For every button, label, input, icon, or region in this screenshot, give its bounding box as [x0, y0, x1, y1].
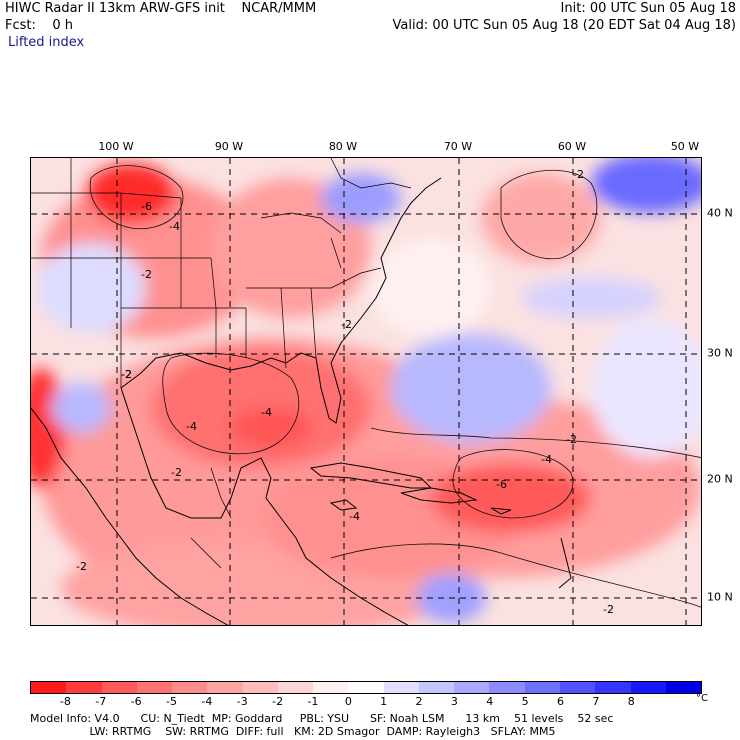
contour-label: -2	[141, 268, 152, 281]
contour-label: -4	[186, 420, 197, 433]
longitude-label-90w: 90 W	[214, 140, 244, 153]
colorbar-swatch	[418, 682, 455, 693]
lat-lon-grid	[31, 158, 701, 625]
colorbar-swatch	[207, 682, 243, 693]
colorbar-tick-label: 4	[486, 695, 494, 708]
colorbar-swatch	[313, 682, 349, 693]
colorbar-swatch	[136, 682, 173, 693]
contour-label: -2	[603, 603, 614, 616]
colorbar-swatch	[242, 682, 278, 693]
contour-label: -2	[121, 368, 132, 381]
longitude-label-100w: 100 W	[98, 140, 134, 153]
contour-lines	[89, 165, 701, 608]
colorbar-tick-label: -7	[95, 695, 107, 708]
colorbar-tick-label: -2	[272, 695, 284, 708]
contour-label: -4	[261, 406, 272, 419]
colorbar-swatch	[277, 682, 314, 693]
contour-label: -4	[349, 510, 360, 523]
header-title: HIWC Radar II 13km ARW-GFS init NCAR/MMM	[5, 1, 317, 16]
longitude-label-70w: 70 W	[443, 140, 473, 153]
contour-label-group: -2 -4 -6 -2 -2 -4 -2 -4 -2 -6 -4 -2 -2 -…	[76, 168, 614, 616]
contour-label: -4	[541, 453, 552, 466]
coastlines	[31, 177, 572, 625]
contour-label: -6	[141, 200, 152, 213]
colorbar-swatch	[101, 682, 137, 693]
longitude-label-80w: 80 W	[328, 140, 358, 153]
contour-label: -2	[76, 560, 87, 573]
contour-label: -2	[566, 433, 577, 446]
latitude-label-30n: 30 N	[707, 346, 733, 360]
colorbar-swatch	[489, 682, 525, 693]
colorbar-tick-label: 8	[627, 695, 635, 708]
contour-label: -2	[573, 168, 584, 181]
model-info-line-1: Model Info: V4.0 CU: N_Tiedt MP: Goddard…	[30, 712, 614, 725]
colorbar-swatch	[630, 682, 666, 693]
map-canvas: -2 -4 -6 -2 -2 -4 -2 -4 -2 -6 -4 -2 -2 -…	[31, 158, 701, 625]
colorbar-swatch	[348, 682, 384, 693]
header-init-time: Init: 00 UTC Sun 05 Aug 18	[560, 1, 736, 16]
colorbar-tick-label: -4	[201, 695, 213, 708]
lifted-index-map: -2 -4 -6 -2 -2 -4 -2 -4 -2 -6 -4 -2 -2 -…	[30, 157, 702, 626]
colorbar-tick-label: 0	[344, 695, 352, 708]
longitude-label-60w: 60 W	[557, 140, 587, 153]
colorbar-swatch	[31, 682, 67, 693]
colorbar-swatch	[524, 682, 560, 693]
latitude-label-20n: 20 N	[707, 472, 733, 486]
colorbar-unit: °C	[696, 693, 708, 704]
field-name: Lifted index	[8, 35, 85, 50]
contour-label: -2	[121, 368, 132, 381]
colorbar-swatch	[665, 682, 702, 693]
header-valid-time: Valid: 00 UTC Sun 05 Aug 18 (20 EDT Sat …	[392, 18, 736, 33]
colorbar-tick-label: 7	[592, 695, 600, 708]
colorbar-tick-label: 6	[557, 695, 565, 708]
colorbar-swatch	[66, 682, 102, 693]
colorbar-tick-label: -1	[307, 695, 319, 708]
colorbar-tick-label: -6	[130, 695, 142, 708]
contour-label: -2	[171, 466, 182, 479]
colorbar-swatch	[454, 682, 490, 693]
colorbar-swatch	[383, 682, 419, 693]
colorbar-tick-label: -5	[165, 695, 177, 708]
colorbar-tick-label: 5	[521, 695, 529, 708]
political-borders	[31, 158, 412, 569]
colorbar-swatch	[172, 682, 208, 693]
contour-label: -2	[341, 318, 352, 331]
colorbar-swatch	[559, 682, 596, 693]
colorbar-tick-label: 1	[380, 695, 388, 708]
colorbar	[30, 681, 702, 694]
colorbar-tick-label: 2	[415, 695, 423, 708]
latitude-label-10n: 10 N	[707, 590, 733, 604]
latitude-label-40n: 40 N	[707, 206, 733, 220]
model-info-line-2: LW: RRTMG SW: RRTMG DIFF: full KM: 2D Sm…	[30, 725, 556, 738]
colorbar-tick-label: 3	[450, 695, 458, 708]
contour-label: -4	[169, 220, 180, 233]
colorbar-tick-label: -8	[59, 695, 71, 708]
header-forecast-hour: Fcst: 0 h	[5, 18, 74, 33]
colorbar-tick-label: -3	[236, 695, 248, 708]
contour-label: -6	[496, 478, 507, 491]
longitude-label-50w: 50 W	[670, 140, 700, 153]
colorbar-swatch	[595, 682, 631, 693]
